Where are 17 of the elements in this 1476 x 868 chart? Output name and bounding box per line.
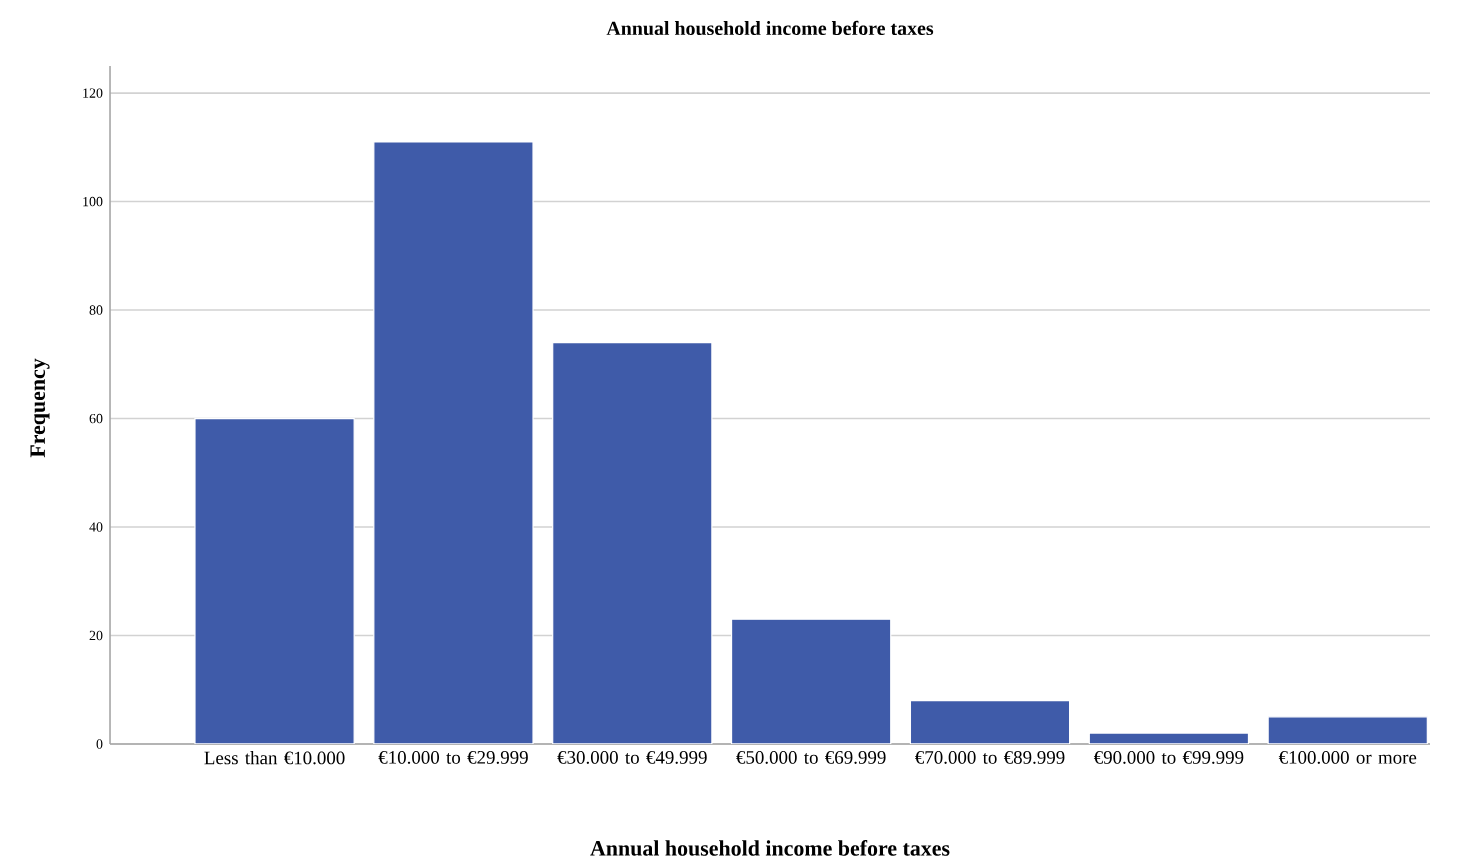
x-tick-label: €30.000 to €49.999 [557, 751, 707, 764]
x-axis-title: Annual household income before taxes [590, 840, 950, 856]
x-tick-label: €100.000 or more [1278, 751, 1417, 764]
x-tick-label: €50.000 to €69.999 [736, 751, 886, 764]
bar [1088, 732, 1250, 744]
x-tick-label: €10.000 to €29.999 [378, 751, 528, 764]
bar [194, 417, 355, 744]
bar [1267, 716, 1428, 744]
y-axis-title: Frequency [30, 358, 50, 458]
chart-title: Annual household income before taxes [606, 20, 934, 36]
bar [373, 141, 534, 744]
x-tick-label: Less than €10.000 [204, 751, 345, 765]
bar [552, 342, 713, 744]
bar [730, 618, 892, 744]
x-tick-label: €70.000 to €89.999 [915, 751, 1065, 764]
x-tick-label: €90.000 to €99.999 [1093, 751, 1244, 764]
bar [909, 699, 1071, 744]
